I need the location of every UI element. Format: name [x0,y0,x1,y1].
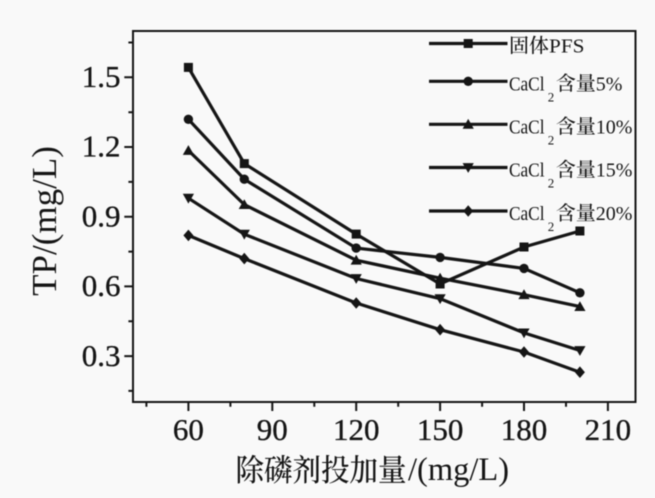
svg-text:2: 2 [548,176,555,191]
svg-text:180: 180 [501,412,548,447]
svg-text:10%: 10% [596,116,633,138]
svg-text:CaCl: CaCl [509,203,545,225]
svg-text:210: 210 [585,412,632,447]
svg-text:PFS: PFS [549,36,585,58]
svg-text:TP/(mg/L): TP/(mg/L) [25,146,64,296]
svg-text:90: 90 [257,412,288,447]
svg-text:120: 120 [333,412,380,447]
svg-text:2: 2 [548,89,555,104]
svg-text:60: 60 [173,412,204,447]
svg-text:15%: 15% [596,160,633,182]
svg-text:0.9: 0.9 [82,198,121,233]
svg-text:2: 2 [548,132,555,147]
svg-text:2: 2 [548,219,555,234]
svg-text:0.3: 0.3 [82,338,121,373]
svg-text:/(mg/L): /(mg/L) [408,452,509,488]
svg-text:CaCl: CaCl [509,73,545,95]
svg-text:CaCl: CaCl [509,160,545,182]
svg-text:150: 150 [417,412,464,447]
svg-text:5%: 5% [596,73,623,95]
svg-text:0.6: 0.6 [82,268,121,303]
svg-text:20%: 20% [596,203,633,225]
svg-text:1.2: 1.2 [82,129,121,164]
svg-text:CaCl: CaCl [509,116,545,138]
svg-text:1.5: 1.5 [82,59,121,94]
